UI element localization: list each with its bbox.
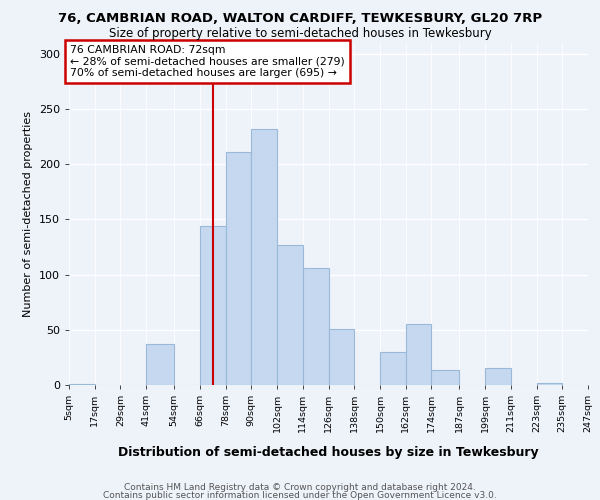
Bar: [303, 268, 329, 385]
Bar: [536, 383, 562, 385]
Bar: [329, 328, 354, 385]
Bar: [406, 324, 431, 385]
Bar: [200, 226, 226, 385]
Bar: [277, 244, 303, 385]
Text: Size of property relative to semi-detached houses in Tewkesbury: Size of property relative to semi-detach…: [109, 28, 491, 40]
Bar: [251, 128, 277, 385]
Bar: [431, 370, 460, 385]
Bar: [485, 368, 511, 385]
Bar: [226, 152, 251, 385]
Bar: [380, 352, 406, 385]
Text: 76, CAMBRIAN ROAD, WALTON CARDIFF, TEWKESBURY, GL20 7RP: 76, CAMBRIAN ROAD, WALTON CARDIFF, TEWKE…: [58, 12, 542, 26]
Bar: [69, 384, 95, 385]
Text: Contains HM Land Registry data © Crown copyright and database right 2024.: Contains HM Land Registry data © Crown c…: [124, 483, 476, 492]
Y-axis label: Number of semi-detached properties: Number of semi-detached properties: [23, 111, 33, 317]
Text: 76 CAMBRIAN ROAD: 72sqm
← 28% of semi-detached houses are smaller (279)
70% of s: 76 CAMBRIAN ROAD: 72sqm ← 28% of semi-de…: [70, 44, 345, 78]
Text: Contains public sector information licensed under the Open Government Licence v3: Contains public sector information licen…: [103, 492, 497, 500]
Bar: [146, 344, 174, 385]
X-axis label: Distribution of semi-detached houses by size in Tewkesbury: Distribution of semi-detached houses by …: [118, 446, 539, 460]
